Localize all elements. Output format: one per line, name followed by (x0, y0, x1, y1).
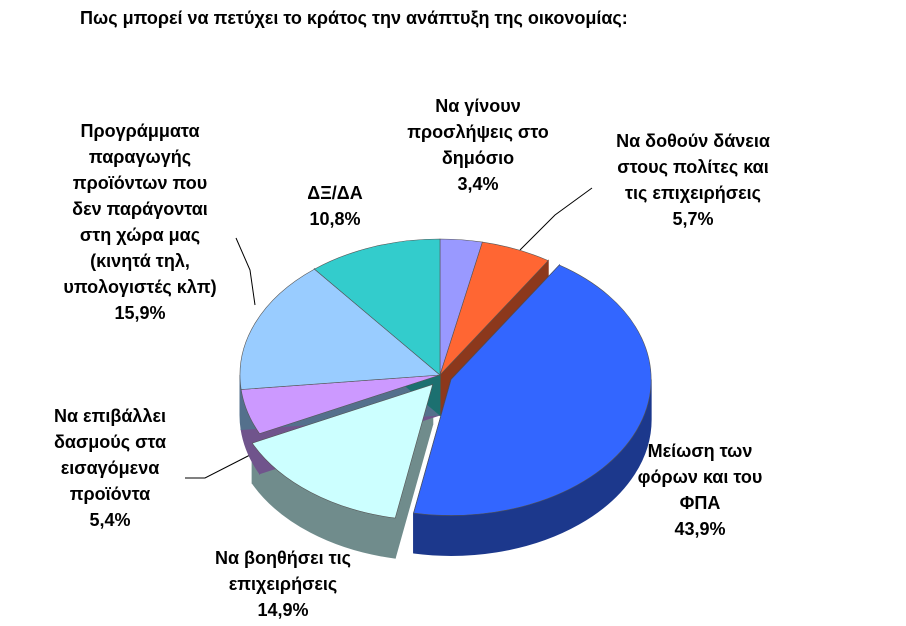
leader-line (235, 237, 256, 306)
leader-line (185, 454, 251, 479)
leader-lines (185, 187, 593, 479)
chart-title: Πως μπορεί να πετύχει το κράτος την ανάπ… (80, 8, 628, 28)
category-label: Προγράμματα παραγωγής προϊόντων που δεν … (63, 121, 217, 297)
category-label: Να γίνουν προσλήψεις στο δημόσιο (407, 96, 549, 168)
slice-label: Προγράμματα παραγωγής προϊόντων που δεν … (63, 118, 216, 326)
slice-label: Μείωση των φόρων και του ΦΠΑ 43,9% (638, 438, 763, 542)
leader-line (519, 187, 593, 251)
category-label: Να βοηθήσει τις επιχειρήσεις (214, 548, 352, 594)
category-label: Να επιβάλλει δασμούς στα εισαγόμενα προϊ… (53, 406, 167, 504)
value-label: 10,8% (309, 209, 361, 229)
pie-slice (251, 384, 434, 519)
value-label: 43,9% (674, 519, 726, 539)
pie-tops (239, 238, 652, 519)
slice-label: Να γίνουν προσλήψεις στο δημόσιο 3,4% (407, 93, 549, 197)
slice-label: Να επιβάλλει δασμούς στα εισαγόμενα προϊ… (54, 403, 166, 533)
value-label: 5,7% (672, 209, 714, 229)
category-label: Να δοθούν δάνεια στους πολίτες και τις ε… (616, 131, 770, 203)
pie-slice (413, 264, 652, 516)
pie-slice (313, 238, 441, 376)
slice-label: ΔΞ/ΔΑ 10,8% (307, 180, 362, 232)
pie-slice (439, 241, 549, 376)
pie-slice (239, 268, 441, 390)
value-label: 5,4% (89, 510, 131, 530)
category-label: Μείωση των φόρων και του ΦΠΑ (637, 441, 763, 513)
slice-label: Να βοηθήσει τις επιχειρήσεις 14,9% (215, 545, 351, 623)
category-label: ΔΞ/ΔΑ (307, 183, 363, 203)
value-label: 3,4% (457, 174, 499, 194)
value-label: 14,9% (257, 600, 309, 620)
slice-label: Να δοθούν δάνεια στους πολίτες και τις ε… (616, 128, 770, 232)
value-label: 15,9% (114, 303, 166, 323)
